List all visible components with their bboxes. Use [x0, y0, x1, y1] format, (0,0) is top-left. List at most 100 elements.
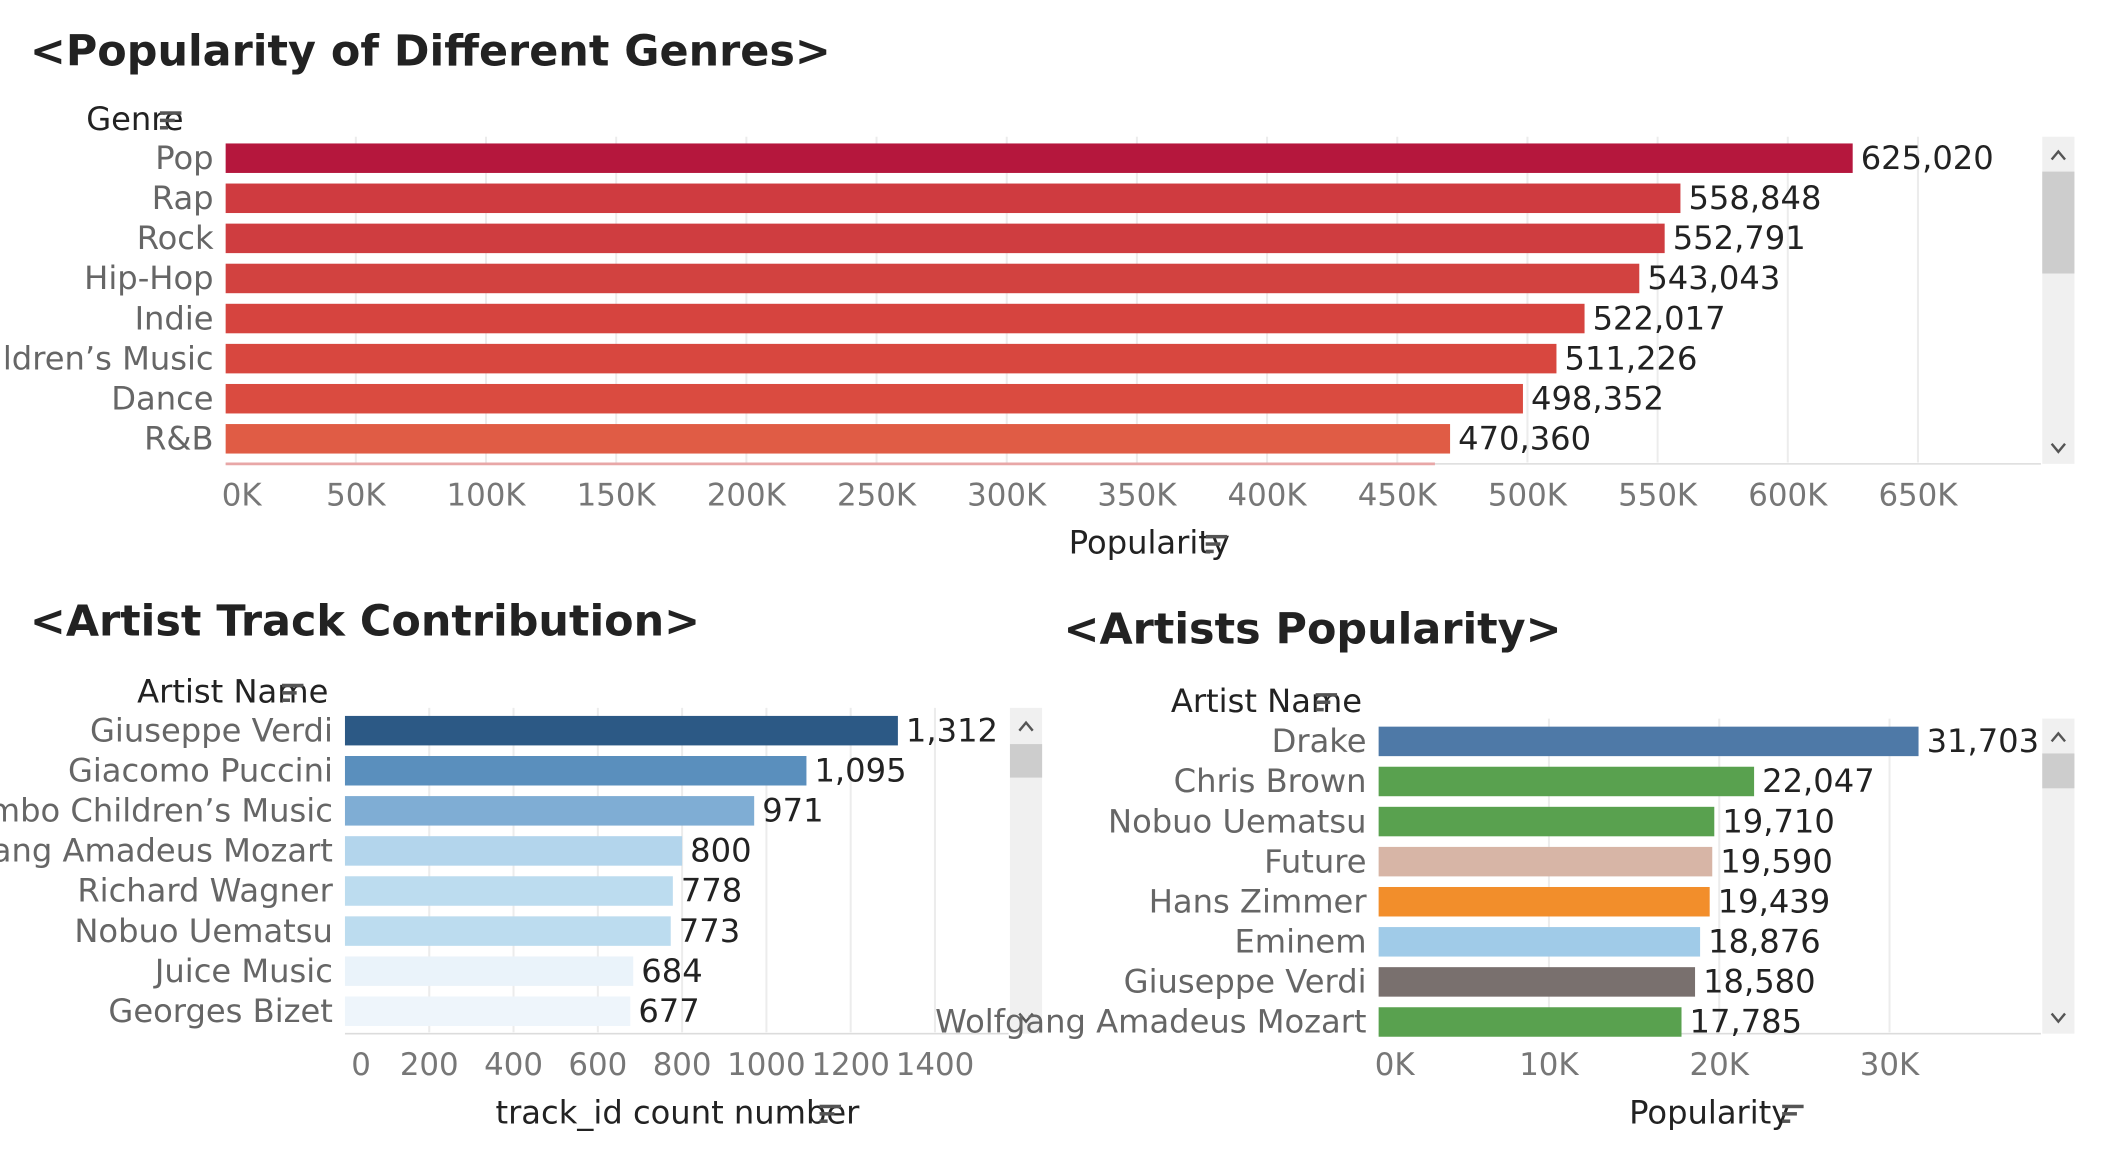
data-label: 498,352: [1531, 379, 1664, 417]
sort-descending-icon[interactable]: [1315, 693, 1338, 712]
x-axis-title: Popularity: [1629, 1093, 1790, 1131]
data-label: 543,043: [1647, 259, 1780, 297]
bar[interactable]: [1378, 1007, 1682, 1037]
artist-track-contribution-chart: <Artist Track Contribution>Artist NameGi…: [0, 596, 1043, 1131]
bar[interactable]: [1378, 967, 1696, 997]
scrollbar-thumb[interactable]: [1009, 744, 1043, 778]
genre-popularity-chart: <Popularity of Different Genres>GenrePop…: [0, 27, 2075, 562]
category-label: Dance: [111, 379, 213, 417]
chart-title: <Popularity of Different Genres>: [30, 27, 831, 77]
data-label: 552,791: [1673, 219, 1806, 257]
bar[interactable]: [225, 223, 1665, 254]
category-label: Children’s Music: [0, 339, 214, 377]
axis-sort-icon[interactable]: [1782, 1104, 1804, 1123]
chart-title: <Artists Popularity>: [1064, 605, 1562, 655]
category-header: Artist Name: [1171, 682, 1362, 720]
sort-descending-icon[interactable]: [159, 111, 182, 130]
x-tick-label: 100K: [446, 477, 526, 513]
bar[interactable]: [1378, 806, 1715, 837]
data-label: 800: [690, 832, 751, 870]
x-axis-title: Popularity: [1069, 524, 1230, 562]
category-label: Nobuo Uematsu: [1108, 802, 1367, 840]
scrollbar-thumb[interactable]: [2042, 171, 2075, 274]
bar[interactable]: [225, 263, 1640, 294]
x-tick-label: 20K: [1690, 1047, 1750, 1083]
category-label: Future: [1264, 842, 1366, 880]
category-label: Wolfgang Amadeus Mozart: [0, 832, 333, 870]
scrollbar-thumb[interactable]: [2042, 753, 2075, 789]
chevron-down-icon[interactable]: [1018, 1012, 1034, 1024]
bar[interactable]: [225, 383, 1523, 414]
x-tick-label: 250K: [837, 477, 917, 513]
category-label: Kimbo Children’s Music: [0, 792, 333, 830]
category-label: Georges Bizet: [108, 992, 332, 1030]
bar[interactable]: [344, 836, 683, 866]
bar[interactable]: [344, 756, 807, 786]
bar[interactable]: [225, 143, 1853, 173]
bar[interactable]: [344, 996, 631, 1027]
bar[interactable]: [1378, 726, 1919, 757]
x-tick-label: 0: [351, 1047, 371, 1083]
x-tick-label: 50K: [326, 477, 386, 513]
bar[interactable]: [225, 303, 1585, 334]
bar[interactable]: [344, 796, 755, 826]
bar[interactable]: [344, 916, 671, 946]
x-axis-title: track_id count number: [495, 1093, 860, 1131]
x-tick-label: 800: [653, 1047, 712, 1083]
category-label: Giacomo Puccini: [68, 751, 333, 789]
chevron-down-icon[interactable]: [2050, 1012, 2066, 1024]
bar[interactable]: [1378, 927, 1701, 957]
axis-sort-icon[interactable]: [1205, 534, 1228, 554]
data-label: 1,312: [906, 711, 998, 749]
data-label: 18,580: [1703, 963, 1816, 1001]
sort-descending-icon[interactable]: [281, 683, 304, 702]
x-tick-label: 400K: [1228, 477, 1308, 513]
data-label: 971: [762, 792, 823, 830]
data-label: 677: [638, 992, 699, 1030]
data-label: 511,226: [1565, 339, 1698, 377]
chevron-up-icon[interactable]: [2050, 149, 2066, 161]
bar[interactable]: [1378, 886, 1710, 917]
x-tick-label: 450K: [1358, 477, 1438, 513]
x-tick-label: 200K: [707, 477, 787, 513]
x-tick-label: 200: [400, 1047, 459, 1083]
x-tick-label: 650K: [1878, 477, 1958, 513]
category-label: Rock: [137, 219, 214, 257]
bar[interactable]: [344, 956, 634, 986]
category-label: Pop: [155, 139, 213, 177]
data-label: 470,360: [1458, 420, 1591, 458]
chevron-down-icon[interactable]: [2050, 442, 2066, 454]
bar[interactable]: [225, 183, 1681, 214]
data-label: 17,785: [1690, 1003, 1803, 1041]
x-tick-label: 600: [568, 1047, 627, 1083]
x-tick-label: 500K: [1488, 477, 1568, 513]
category-label: Wolfgang Amadeus Mozart: [935, 1003, 1366, 1041]
x-tick-label: 550K: [1618, 477, 1698, 513]
bar[interactable]: [1378, 766, 1755, 797]
category-label: Drake: [1272, 722, 1367, 760]
data-label: 19,439: [1718, 882, 1831, 920]
category-label: Giuseppe Verdi: [1124, 963, 1367, 1001]
chart-title: <Artist Track Contribution>: [30, 596, 700, 646]
data-label: 773: [679, 912, 740, 950]
category-label: Eminem: [1234, 923, 1366, 961]
category-label: Rap: [152, 179, 214, 217]
category-label: Hip-Hop: [84, 259, 213, 297]
x-tick-label: 30K: [1860, 1047, 1920, 1083]
bar[interactable]: [225, 424, 1451, 454]
data-label: 684: [641, 952, 702, 990]
bar[interactable]: [225, 343, 1557, 374]
chevron-up-icon[interactable]: [1018, 720, 1034, 732]
bar[interactable]: [344, 715, 898, 746]
data-label: 558,848: [1688, 179, 1821, 217]
bar[interactable]: [344, 876, 673, 906]
data-label: 625,020: [1861, 139, 1994, 177]
data-label: 31,703: [1927, 722, 2040, 760]
chevron-up-icon[interactable]: [2050, 731, 2066, 743]
data-label: 18,876: [1708, 923, 1821, 961]
axis-sort-icon[interactable]: [819, 1104, 842, 1123]
x-tick-label: 1200: [811, 1047, 889, 1083]
bar[interactable]: [1378, 846, 1713, 877]
